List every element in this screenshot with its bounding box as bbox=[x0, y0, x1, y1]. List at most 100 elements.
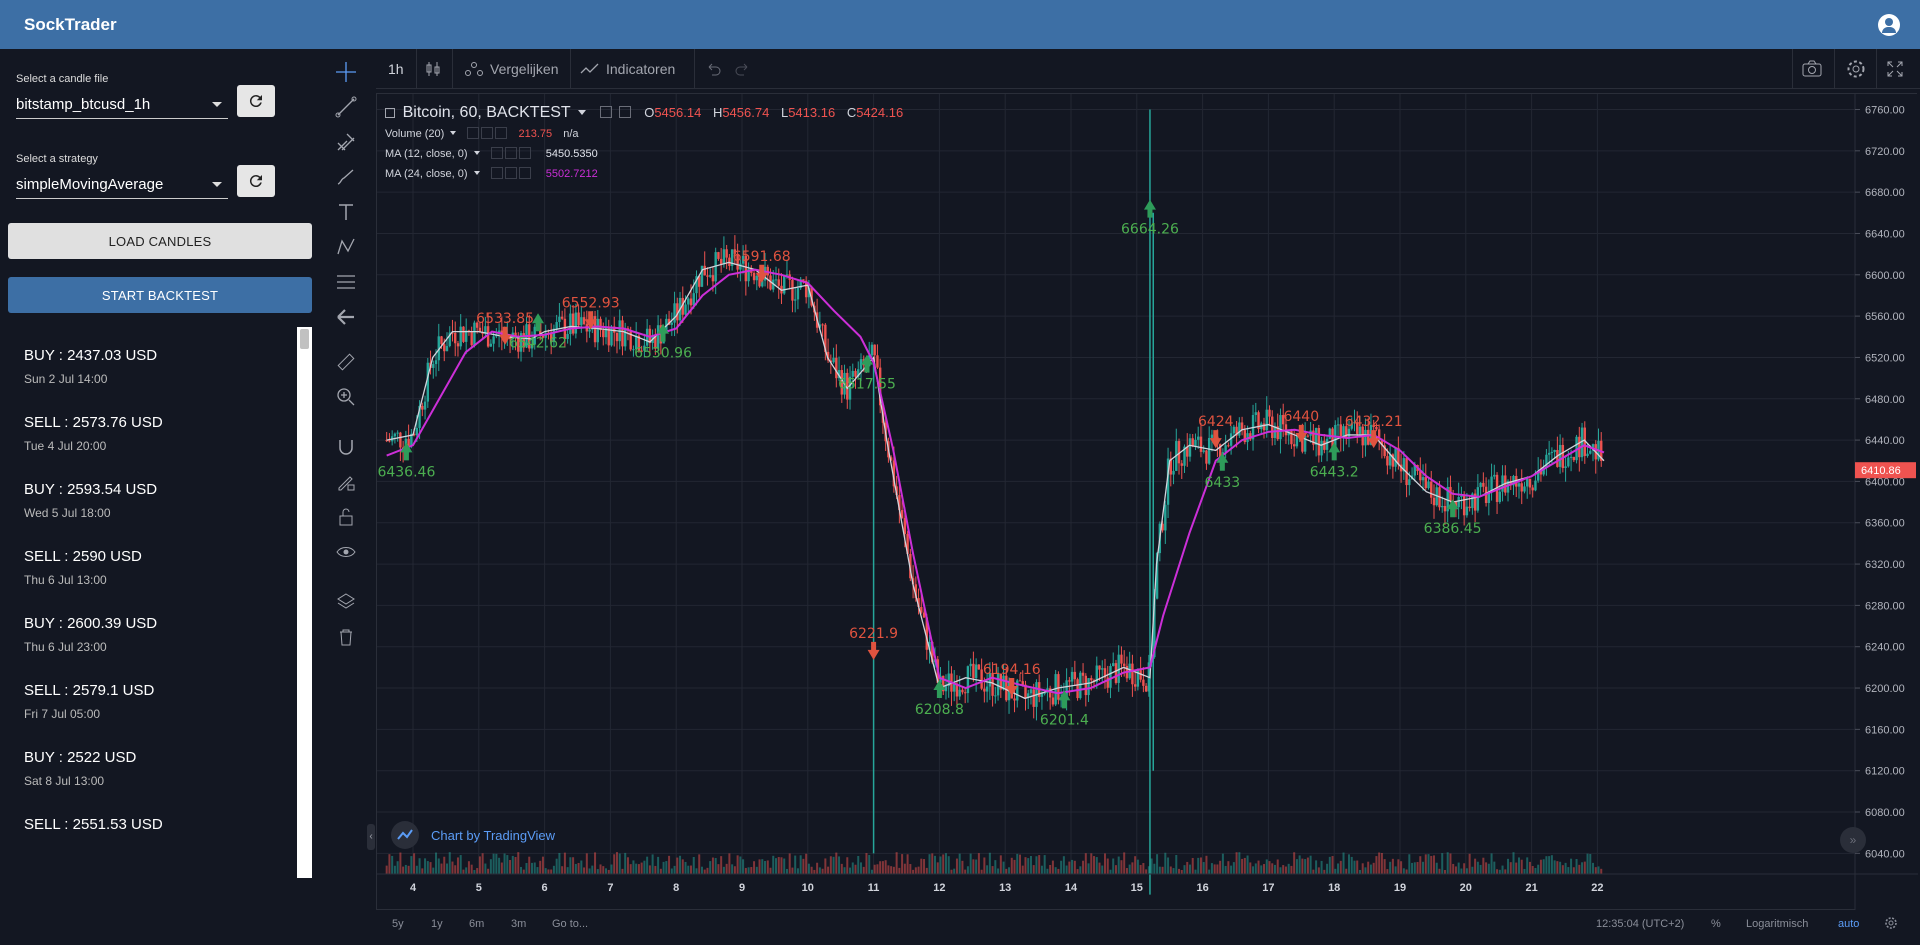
candle bbox=[1027, 693, 1030, 698]
volume-bar bbox=[657, 856, 660, 874]
fullscreen-icon[interactable] bbox=[1886, 49, 1904, 89]
refresh-candles-button[interactable] bbox=[237, 85, 275, 117]
auto-toggle[interactable]: auto bbox=[1838, 918, 1860, 930]
candle bbox=[1345, 426, 1348, 439]
crosshair-icon[interactable] bbox=[333, 59, 359, 85]
gear-icon[interactable] bbox=[1845, 49, 1867, 89]
divider bbox=[694, 49, 695, 89]
volume-label[interactable]: Volume (20) bbox=[385, 128, 445, 140]
candle bbox=[407, 438, 410, 447]
scrollbar-thumb[interactable] bbox=[300, 329, 309, 349]
volume-bar bbox=[1586, 853, 1589, 874]
unlock-icon[interactable] bbox=[333, 504, 359, 530]
lock-drawing-icon[interactable] bbox=[333, 469, 359, 495]
ruler-icon[interactable] bbox=[333, 349, 359, 375]
collapse-legend-icon[interactable] bbox=[385, 108, 395, 118]
gear-icon[interactable] bbox=[1884, 916, 1898, 933]
ma12-label[interactable]: MA (12, close, 0) bbox=[385, 148, 468, 160]
chevron-down-icon[interactable] bbox=[473, 171, 480, 175]
ma24-label[interactable]: MA (24, close, 0) bbox=[385, 168, 468, 180]
volume-bar bbox=[1180, 869, 1183, 874]
volume-bar bbox=[873, 864, 876, 874]
candle bbox=[1188, 438, 1192, 457]
chart-panel[interactable]: 6436.46 6533.85 6542.62 6552.93 6530.96 6591.… bbox=[376, 93, 1918, 911]
compare-button[interactable]: Vergelijken bbox=[464, 49, 559, 89]
eye-icon[interactable] bbox=[504, 147, 517, 159]
volume-bar bbox=[1564, 862, 1567, 874]
load-candles-button[interactable]: LOAD CANDLES bbox=[8, 223, 312, 259]
layers-icon[interactable] bbox=[333, 589, 359, 615]
range-5y-button[interactable]: 5y bbox=[392, 918, 404, 930]
volume-bar bbox=[1161, 866, 1164, 874]
gear-icon[interactable] bbox=[599, 106, 612, 118]
eye-icon[interactable] bbox=[504, 167, 517, 179]
candle bbox=[1397, 447, 1400, 465]
symbol-title[interactable]: Bitcoin, 60, BACKTEST bbox=[402, 104, 571, 121]
candle bbox=[552, 328, 556, 342]
volume-bar bbox=[1293, 852, 1296, 874]
log-toggle[interactable]: Logaritmisch bbox=[1746, 918, 1809, 930]
candle-file-select[interactable]: bitstamp_btcusd_1h bbox=[16, 89, 228, 119]
trend-line-icon[interactable] bbox=[333, 94, 359, 120]
price-chart[interactable]: 6436.46 6533.85 6542.62 6552.93 6530.96 6591.… bbox=[377, 94, 1918, 911]
candle-style-icon[interactable] bbox=[424, 49, 442, 89]
gear-icon[interactable] bbox=[490, 147, 503, 159]
pattern-icon[interactable] bbox=[333, 234, 359, 260]
volume-bar bbox=[1331, 856, 1334, 874]
gear-icon[interactable] bbox=[490, 167, 503, 179]
range-6m-button[interactable]: 6m bbox=[469, 918, 485, 930]
percent-toggle[interactable]: % bbox=[1711, 918, 1721, 930]
chevron-down-icon[interactable] bbox=[473, 151, 480, 155]
chevron-down-icon[interactable] bbox=[578, 110, 587, 115]
candle bbox=[1462, 495, 1466, 516]
candle bbox=[728, 257, 731, 267]
undo-icon[interactable] bbox=[706, 49, 722, 89]
candle bbox=[969, 663, 972, 667]
buy-marker-label: 6201.4 bbox=[1040, 712, 1089, 728]
start-backtest-button[interactable]: START BACKTEST bbox=[8, 277, 312, 313]
camera-icon[interactable] bbox=[1801, 49, 1823, 89]
close-icon[interactable] bbox=[518, 147, 531, 159]
refresh-strategy-button[interactable] bbox=[237, 165, 275, 197]
volume-bar bbox=[1430, 855, 1433, 874]
tradingview-watermark[interactable]: Chart by TradingView bbox=[391, 821, 555, 849]
chevron-down-icon[interactable] bbox=[450, 131, 457, 135]
eye-icon[interactable] bbox=[333, 539, 359, 565]
volume-bar bbox=[887, 865, 890, 874]
scroll-to-realtime-button[interactable]: » bbox=[1840, 827, 1866, 853]
eye-icon[interactable] bbox=[618, 106, 631, 118]
volume-bar bbox=[1468, 853, 1471, 874]
buy-arrow-icon bbox=[933, 680, 946, 699]
pitchfork-icon[interactable] bbox=[333, 129, 359, 155]
brush-icon[interactable] bbox=[333, 164, 359, 190]
trash-icon[interactable] bbox=[333, 624, 359, 650]
indicators-button[interactable]: Indicatoren bbox=[580, 49, 675, 89]
magnet-icon[interactable] bbox=[333, 434, 359, 460]
goto-button[interactable]: Go to... bbox=[552, 918, 589, 930]
interval-button[interactable]: 1h bbox=[388, 61, 404, 77]
close-icon[interactable] bbox=[495, 127, 508, 139]
refresh-icon bbox=[249, 95, 262, 108]
volume-bar bbox=[1128, 864, 1131, 874]
volume-bar bbox=[1035, 856, 1038, 874]
redo-icon[interactable] bbox=[734, 49, 750, 89]
range-1y-button[interactable]: 1y bbox=[431, 918, 443, 930]
trade-list[interactable]: BUY : 2437.03 USD Sun 2 Jul 14:00 SELL : … bbox=[8, 327, 312, 878]
scrollbar[interactable] bbox=[297, 327, 312, 878]
gear-icon[interactable] bbox=[467, 127, 480, 139]
buy-arrow-icon bbox=[1143, 199, 1156, 218]
candle bbox=[1495, 474, 1499, 502]
collapse-sidebar-handle[interactable]: ‹ bbox=[367, 824, 375, 850]
text-icon[interactable] bbox=[333, 199, 359, 225]
eye-icon[interactable] bbox=[481, 127, 494, 139]
account-icon[interactable] bbox=[1878, 14, 1900, 36]
range-3m-button[interactable]: 3m bbox=[511, 918, 527, 930]
arrow-left-icon[interactable] bbox=[333, 304, 359, 330]
drawing-toolbar bbox=[320, 49, 372, 945]
candle bbox=[604, 326, 608, 338]
volume-bar bbox=[388, 854, 391, 874]
close-icon[interactable] bbox=[518, 167, 531, 179]
zoom-in-icon[interactable] bbox=[333, 384, 359, 410]
strategy-select[interactable]: simpleMovingAverage bbox=[16, 169, 228, 199]
fib-icon[interactable] bbox=[333, 269, 359, 295]
